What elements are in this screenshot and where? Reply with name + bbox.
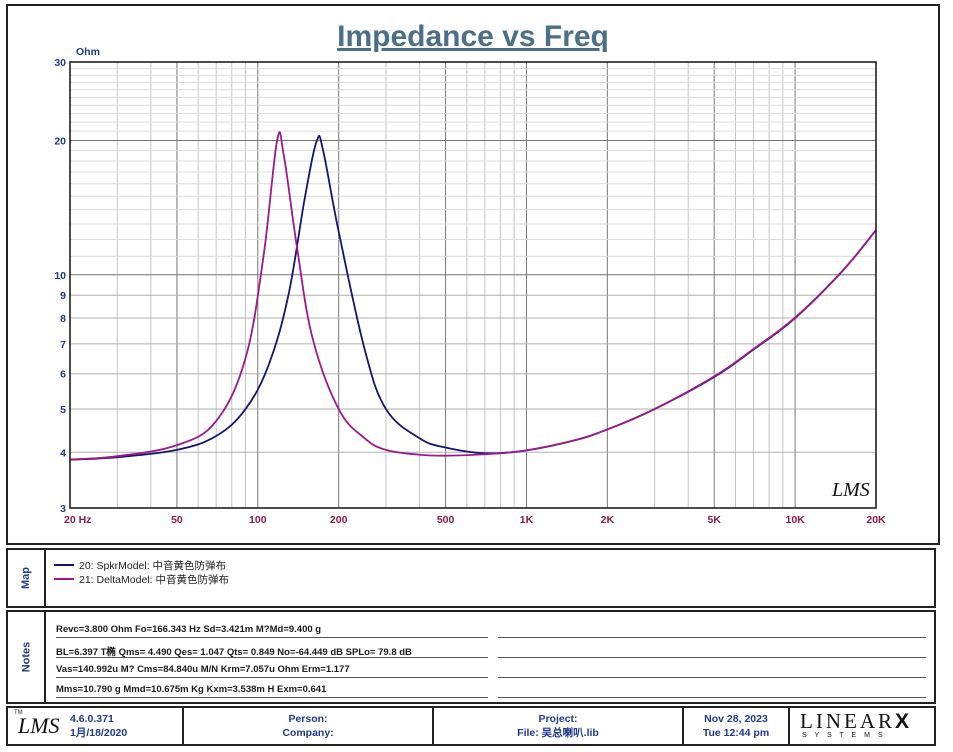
series-line-1 — [69, 131, 877, 461]
notes-label: Notes — [20, 641, 32, 673]
note-text: Revc=3.800 Ohm Fo=166.343 Hz Sd=3.421m M… — [56, 624, 322, 635]
lms-watermark: LMS — [831, 479, 870, 501]
time-text: Tue 12:44 pm — [702, 727, 770, 739]
note-row: Revc=3.800 Ohm Fo=166.343 Hz Sd=3.421m M… — [56, 620, 926, 640]
notes-side-label: Notes — [8, 612, 46, 702]
note-text: BL=6.397 T椭 Qms= 4.490 Qes= 1.047 Qts= 0… — [56, 647, 412, 658]
y-tick-label: 9 — [60, 290, 66, 302]
x-tick-label: 5K — [708, 514, 722, 526]
series-line-0 — [69, 134, 877, 461]
linear-x-logo: LINEARX — [800, 709, 912, 734]
impedance-chart: 20 Hz 50 100 200 500 1K 2K 5K 10K 20K 3 4 5 6 7 8 9 10 20 3… — [54, 46, 886, 526]
x-tick-label: 500 — [437, 514, 455, 526]
y-tick-label: 8 — [60, 313, 66, 325]
legend-item: 20: SpkrModel: 中音黄色防弹布 — [54, 558, 229, 572]
y-axis-label: Ohm — [76, 46, 100, 58]
map-panel: Map 20: SpkrModel: 中音黄色防弹布 21: DeltaMode… — [6, 548, 936, 608]
legend-swatch-delta — [54, 578, 74, 580]
note-row: Vas=140.992u M? Cms=84.840u M/N Krm=7.05… — [56, 660, 926, 680]
footer-brand-cell: LINEARX S Y S T E M S — [790, 708, 934, 744]
map-label: Map — [20, 567, 32, 589]
date-text: Nov 28, 2023 — [704, 713, 768, 725]
y-tick-label: 10 — [54, 270, 66, 282]
footer-project-cell: Project: File: 吴总喇叭.lib — [434, 708, 684, 744]
x-tick-label: 50 — [171, 514, 183, 526]
y-tick-label: 7 — [60, 339, 66, 351]
brand-subtitle: S Y S T E M S — [802, 732, 886, 739]
person-label: Person: — [288, 713, 328, 725]
legend: 20: SpkrModel: 中音黄色防弹布 21: DeltaModel: 中… — [54, 558, 229, 586]
chart-panel: Impedance vs Freq 20 Hz 50 100 200 500 1K 2K 5K… — [6, 4, 940, 545]
x-tick-label: 100 — [249, 514, 267, 526]
note-row: BL=6.397 T椭 Qms= 4.490 Qes= 1.047 Qts= 0… — [56, 640, 926, 660]
version-text: 4.6.0.371 — [70, 713, 114, 725]
y-tick-label: 30 — [54, 57, 66, 69]
x-tick-label: 20K — [866, 514, 886, 526]
file-label: File: 吴总喇叭.lib — [517, 727, 599, 739]
x-tick-label: 200 — [330, 514, 348, 526]
footer-date-cell: Nov 28, 2023 Tue 12:44 pm — [684, 708, 790, 744]
y-tick-label: 5 — [60, 404, 66, 416]
legend-swatch-spkr — [54, 564, 74, 566]
y-tick-label: 20 — [54, 136, 66, 148]
note-text: Mms=10.790 g Mmd=10.675m Kg Kxm=3.538m H… — [56, 684, 327, 695]
y-tick-label: 6 — [60, 369, 66, 381]
legend-label-spkr: 20: SpkrModel: 中音黄色防弹布 — [79, 559, 227, 572]
plot-border — [69, 61, 877, 509]
note-text: Vas=140.992u M? Cms=84.840u M/N Krm=7.05… — [56, 664, 350, 675]
x-tick-label: 20 Hz — [64, 514, 91, 526]
footer-version-cell: TM LMS 4.6.0.371 1月/18/2020 — [8, 708, 184, 744]
project-label: Project: — [538, 713, 578, 725]
notes-panel: Notes Revc=3.800 Ohm Fo=166.343 Hz Sd=3.… — [6, 610, 936, 704]
lms-logo: LMS — [18, 713, 60, 738]
footer-panel: TM LMS 4.6.0.371 1月/18/2020 Person: Comp… — [6, 706, 936, 746]
y-tick-label: 3 — [60, 503, 66, 515]
x-tick-label: 10K — [785, 514, 805, 526]
company-label: Company: — [282, 727, 334, 739]
brand-x: X — [895, 710, 913, 733]
x-tick-label: 2K — [601, 514, 615, 526]
build-date-text: 1月/18/2020 — [70, 727, 128, 739]
trademark-mark: TM — [14, 710, 23, 716]
map-side-label: Map — [8, 550, 46, 606]
legend-item: 21: DeltaModel: 中音黄色防弹布 — [54, 572, 229, 586]
notes-list: Revc=3.800 Ohm Fo=166.343 Hz Sd=3.421m M… — [56, 620, 926, 700]
x-tick-label: 1K — [520, 514, 534, 526]
y-tick-label: 4 — [60, 447, 66, 459]
chart-title: Impedance vs Freq — [337, 20, 609, 53]
brand-text: LINEAR — [800, 709, 895, 733]
legend-label-delta: 21: DeltaModel: 中音黄色防弹布 — [79, 573, 229, 586]
note-row: Mms=10.790 g Mmd=10.675m Kg Kxm=3.538m H… — [56, 680, 926, 700]
footer-person-cell: Person: Company: — [184, 708, 434, 744]
